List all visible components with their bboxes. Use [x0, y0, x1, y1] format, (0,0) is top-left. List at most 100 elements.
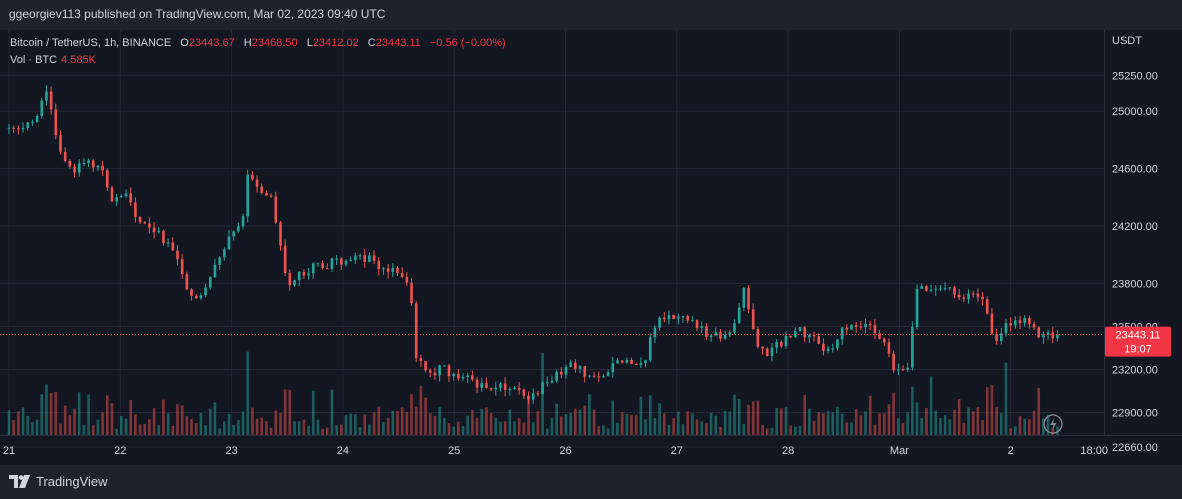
- volume-bar: [817, 412, 821, 435]
- volume-bar: [522, 422, 526, 435]
- candle-body: [134, 202, 137, 218]
- candle-body: [859, 326, 863, 328]
- volume-bar: [611, 400, 615, 435]
- price-tick-label: 22660.00: [1112, 442, 1158, 454]
- volume-bar: [714, 415, 718, 435]
- volume-bar: [466, 415, 469, 435]
- volume-bar: [578, 409, 582, 435]
- candle-body: [480, 383, 484, 388]
- candle-body: [1056, 334, 1059, 339]
- candle-body: [40, 100, 44, 116]
- volume-bar: [1037, 387, 1041, 435]
- candle-body: [400, 272, 404, 277]
- candle-body: [307, 273, 310, 276]
- ohlc-legend-row: Bitcoin / TetherUS, 1h, BINANCE O23443.6…: [10, 35, 506, 52]
- volume-bar: [925, 408, 928, 435]
- tradingview-brand[interactable]: TradingView: [9, 474, 108, 489]
- candle-body: [311, 263, 315, 274]
- volume-bar: [906, 412, 909, 435]
- candle-body: [101, 165, 104, 171]
- price-tick-label: 23200.00: [1112, 365, 1158, 377]
- candle-body: [405, 276, 409, 283]
- volume-bar: [489, 413, 493, 435]
- candle-body: [527, 395, 530, 400]
- lightning-icon[interactable]: [1043, 414, 1063, 434]
- chart-legend: Bitcoin / TetherUS, 1h, BINANCE O23443.6…: [10, 35, 506, 69]
- volume-bar: [845, 422, 849, 435]
- candle-body: [953, 287, 956, 295]
- volume-bar: [976, 407, 980, 435]
- candle-body: [162, 230, 165, 244]
- candle-body: [925, 286, 928, 291]
- candle-body: [269, 195, 273, 197]
- price-tick-label: 23800.00: [1112, 278, 1158, 290]
- price-axis[interactable]: USDT 25250.00 25000.00 24600.00 24200.00 2380…: [1104, 30, 1172, 454]
- volume-bar: [784, 406, 788, 435]
- volume-bar: [695, 419, 699, 435]
- publisher-info: ggeorgiev113 published on TradingView.co…: [9, 7, 386, 21]
- volume-bar: [644, 419, 647, 435]
- volume-bar: [283, 389, 287, 435]
- volume-bar: [45, 384, 48, 435]
- candle-body: [199, 295, 203, 299]
- volume-label[interactable]: Vol · BTC: [10, 54, 58, 66]
- candle-body: [882, 338, 886, 343]
- volume-bar: [737, 398, 741, 435]
- candle-body: [517, 387, 521, 390]
- candle-body: [428, 370, 432, 373]
- time-axis[interactable]: 21 22 23 24 25 26 27 28 Mar 2 18:00: [0, 435, 1182, 458]
- candle-body: [494, 387, 498, 390]
- candle-body: [63, 151, 67, 161]
- candle-body: [171, 242, 175, 251]
- volume-bar: [583, 405, 587, 435]
- volume-bar: [410, 394, 413, 435]
- candle-body: [653, 327, 657, 338]
- volume-bar: [602, 425, 605, 435]
- candle-body: [723, 335, 727, 339]
- candle-body: [868, 323, 872, 326]
- volume-bar: [400, 407, 404, 435]
- volume-bar: [101, 412, 104, 435]
- candle-body: [709, 335, 713, 338]
- candle-body: [124, 193, 128, 196]
- candlestick-chart[interactable]: USDT 25250.00 25000.00 24600.00 24200.00 2380…: [0, 30, 1182, 465]
- candle-body: [391, 268, 395, 272]
- volume-bar: [358, 427, 362, 435]
- volume-bar: [560, 416, 563, 435]
- tradingview-logo-icon: [9, 475, 30, 488]
- candle-body: [761, 346, 764, 349]
- volume-bar: [719, 426, 722, 435]
- candle-body: [981, 296, 984, 300]
- volume-bar: [981, 419, 984, 435]
- volume-bar: [705, 423, 708, 435]
- candle-body: [265, 192, 268, 196]
- volume-bar: [1042, 418, 1045, 435]
- volume-bar: [372, 412, 376, 435]
- candle-body: [939, 288, 942, 290]
- volume-bar: [302, 419, 306, 435]
- candle-body: [358, 255, 362, 257]
- candle-body: [658, 317, 661, 328]
- volume-bar: [588, 394, 591, 435]
- volume-bar: [850, 422, 853, 435]
- volume-bar: [237, 420, 240, 435]
- volume-bar: [939, 417, 942, 435]
- volume-bar: [288, 390, 292, 435]
- symbol-description[interactable]: Bitcoin / TetherUS, 1h, BINANCE: [10, 37, 172, 49]
- candle-body: [433, 372, 437, 376]
- candle-body: [68, 160, 72, 167]
- close-label: C: [367, 37, 376, 49]
- volume-bar: [985, 387, 989, 435]
- candle-body: [943, 288, 947, 290]
- candle-body: [728, 332, 732, 336]
- volume-bar: [213, 402, 217, 435]
- candle-body: [803, 327, 806, 338]
- candle-body: [789, 335, 792, 338]
- footer-bar: TradingView: [0, 465, 1182, 499]
- chart-pane[interactable]: USDT 25250.00 25000.00 24600.00 24200.00 2380…: [0, 30, 1182, 465]
- candle-body: [611, 363, 615, 373]
- candle-body: [892, 353, 895, 371]
- volume-bar: [901, 422, 905, 435]
- candle-body: [471, 375, 474, 380]
- volume-bar: [265, 421, 268, 435]
